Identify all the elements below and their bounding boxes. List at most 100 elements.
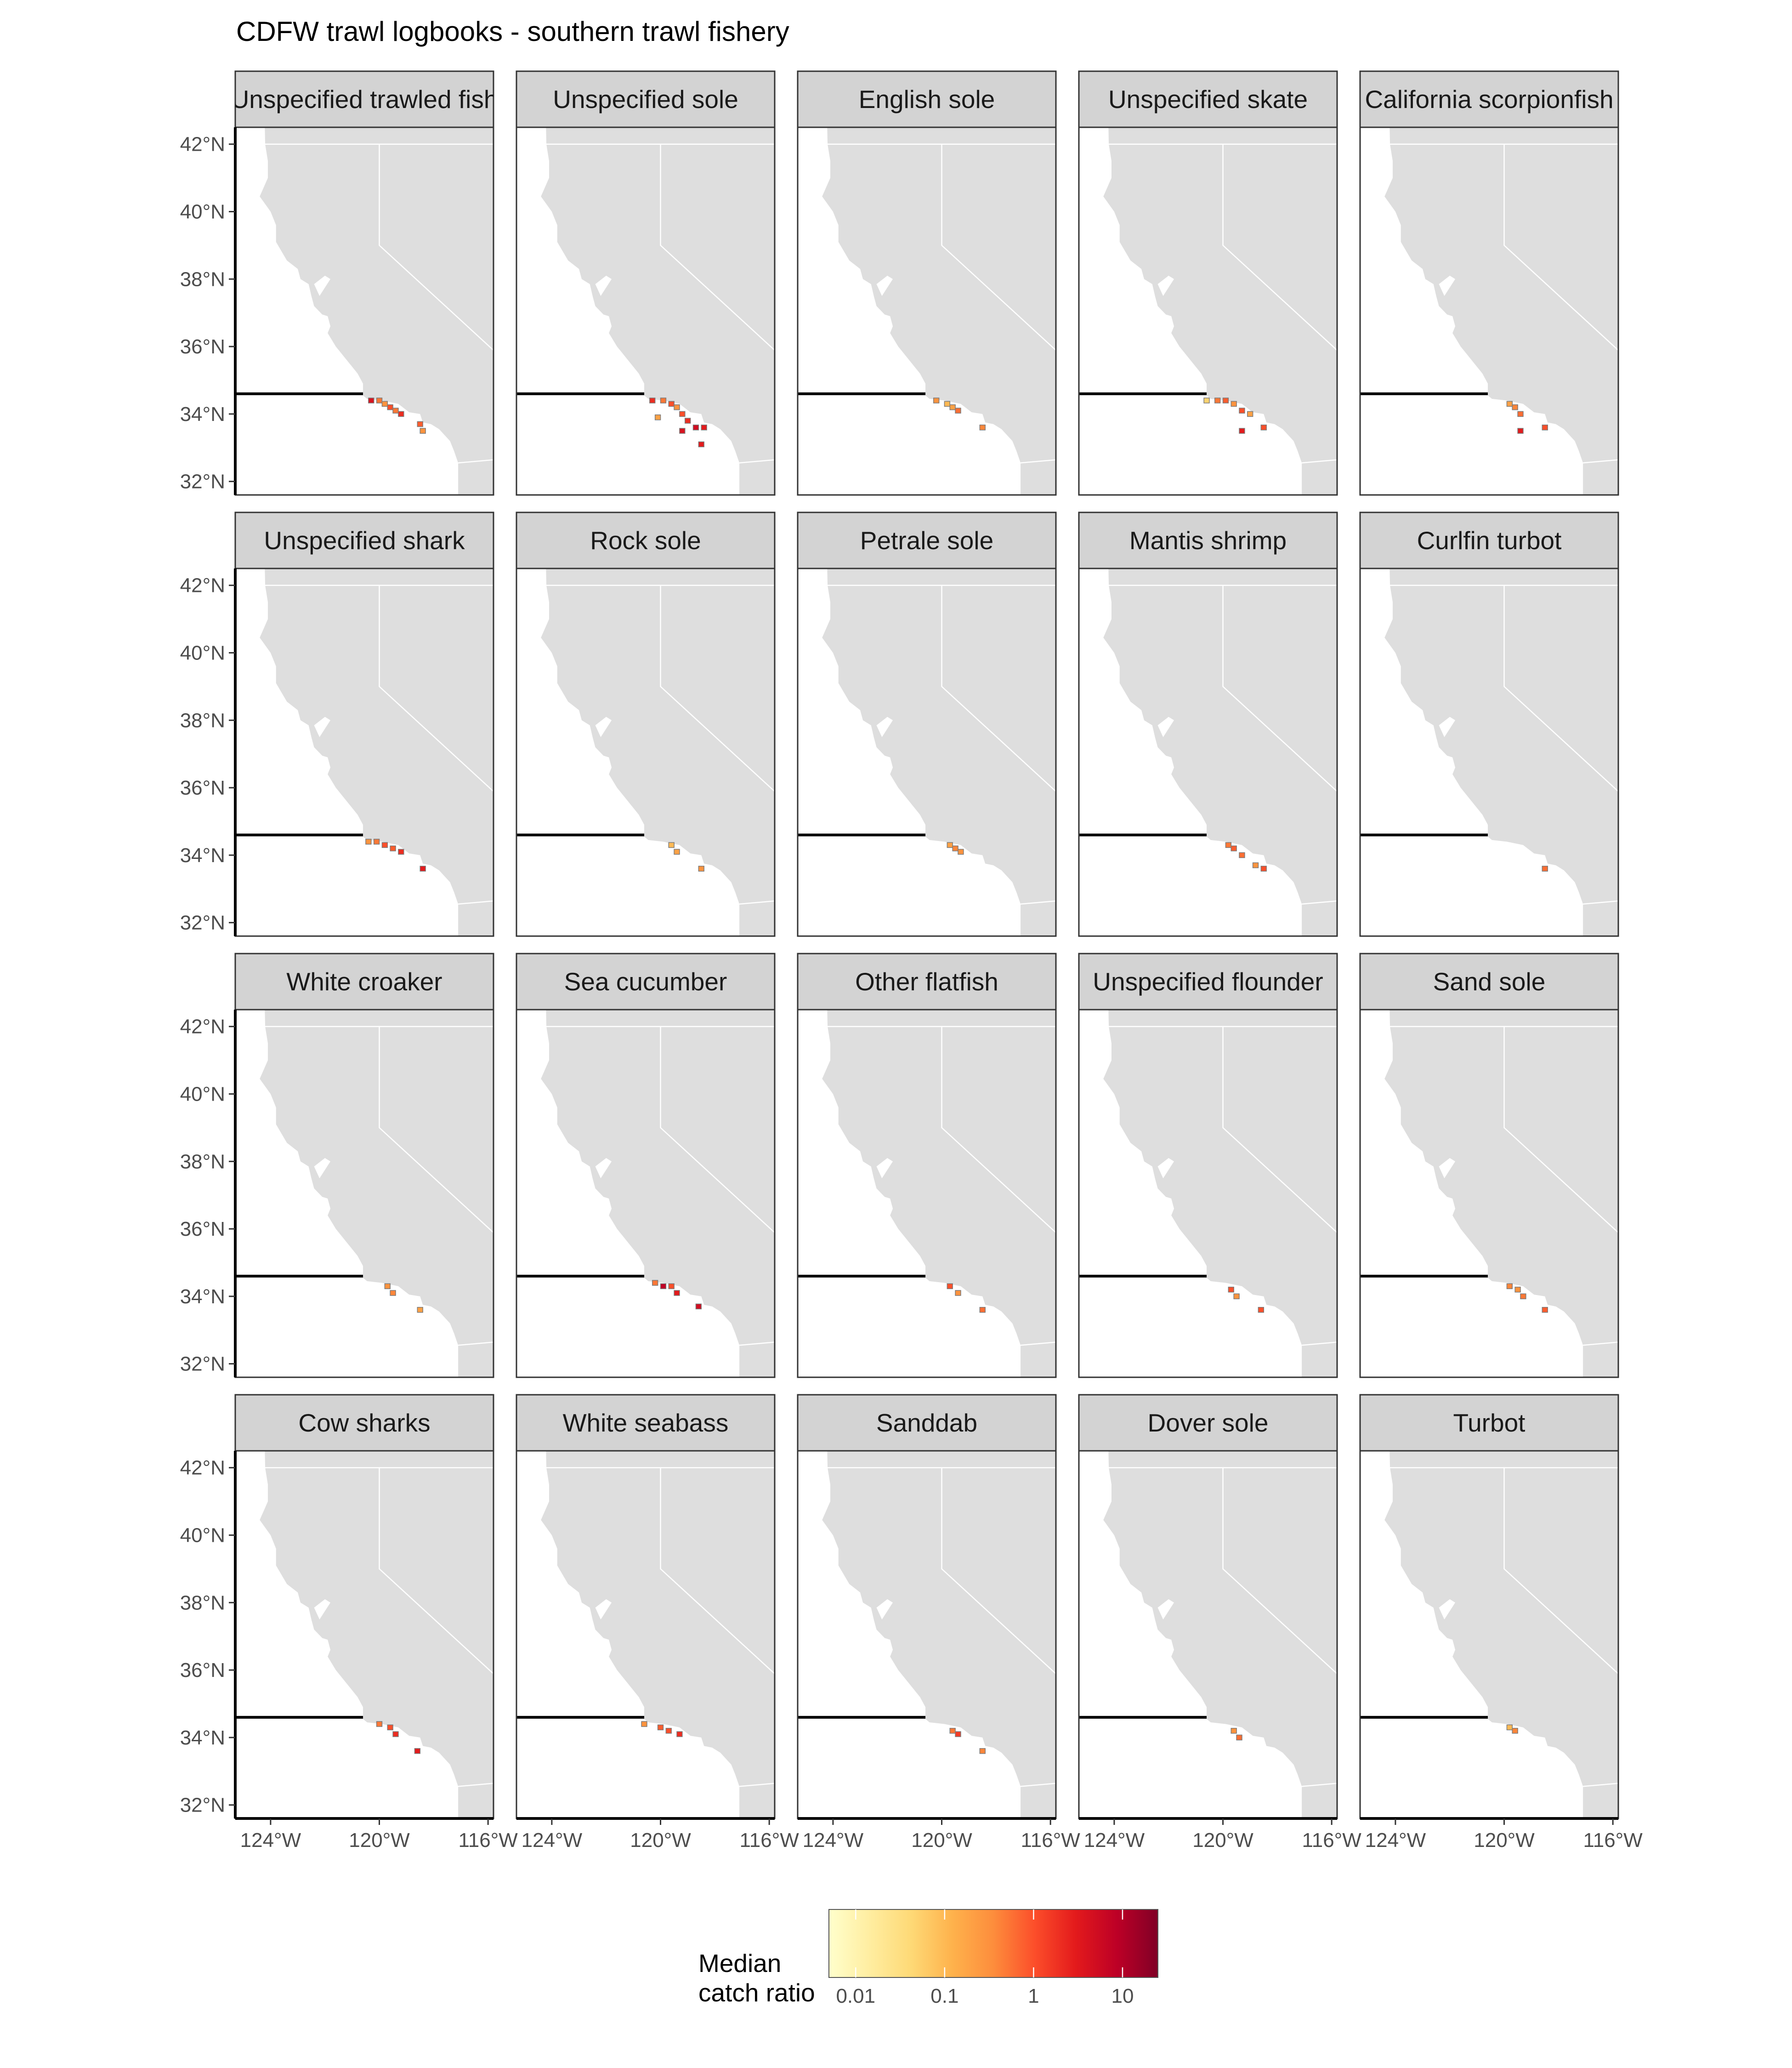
catch-cell (1203, 398, 1210, 403)
y-tick-label: 40°N (180, 200, 225, 223)
catch-cell (1517, 411, 1524, 417)
facet-strip (516, 70, 776, 128)
catch-cell (1252, 862, 1259, 869)
state-border-east (1222, 1026, 1337, 1346)
facet-strip-label: Unspecified skate (1108, 85, 1308, 114)
land-area (541, 1451, 775, 1818)
map-layer (235, 1451, 493, 1818)
facet-strip (234, 1394, 494, 1452)
state-border-east (379, 1467, 493, 1787)
panel-frame (1078, 1009, 1338, 1378)
catch-cell (679, 428, 686, 434)
y-tick-label: 36°N (180, 1218, 225, 1240)
facet-panel: Petrale sole (797, 511, 1057, 937)
map-layer (798, 1451, 1056, 1818)
facet-strip-label: Turbot (1453, 1409, 1525, 1437)
bay-area (876, 1158, 893, 1178)
facet-strip-label: Petrale sole (860, 526, 993, 555)
x-tick-label: 124°W (803, 1829, 864, 1852)
facet-strip-label: Rock sole (590, 526, 701, 555)
catch-cell (1222, 398, 1229, 403)
facet-panel: Rock sole (516, 511, 776, 937)
state-border-east (941, 144, 1056, 464)
catch-cell (955, 1290, 961, 1296)
x-tick-label: 116°W (459, 1829, 518, 1852)
land-area (822, 568, 1056, 936)
land-area (541, 568, 775, 936)
map-layer (1079, 1451, 1337, 1818)
y-tick-label: 32°N (180, 1794, 225, 1817)
bay-area (314, 1158, 331, 1178)
catch-cell (365, 839, 372, 845)
x-tick-label: 116°W (1583, 1829, 1643, 1852)
state-border-east (1503, 1026, 1618, 1346)
catch-cell (657, 1724, 664, 1731)
y-tick-label: 42°N (180, 1457, 225, 1479)
catch-cell (698, 865, 704, 872)
facet-panel: Sea cucumber (516, 953, 776, 1378)
catch-cell (381, 842, 388, 848)
facet-panel: Unspecified sole (516, 70, 776, 496)
map-layer (1079, 127, 1337, 495)
facet-strip-label: Curlfin turbot (1417, 526, 1562, 555)
facet-strip-label: Mantis shrimp (1129, 526, 1287, 555)
facet-strip-label: Sanddab (876, 1409, 977, 1437)
state-border-east (941, 1026, 1056, 1346)
state-border-east (379, 144, 493, 464)
catch-cell (1542, 1307, 1548, 1313)
land-area (541, 1010, 775, 1377)
catch-cell (398, 849, 404, 855)
state-border-east (1222, 144, 1337, 464)
bay-area (876, 716, 893, 737)
state-border-east (1503, 144, 1618, 464)
catch-cell (947, 842, 953, 848)
x-tick-label: 124°W (522, 1829, 583, 1852)
catch-cell (641, 1721, 647, 1727)
catch-cell (1247, 411, 1253, 417)
y-tick-label: 38°N (180, 709, 225, 732)
panel-frame (516, 126, 776, 496)
map-layer (1360, 1451, 1618, 1818)
y-tick-label: 38°N (180, 1591, 225, 1614)
catch-cell (1520, 1293, 1526, 1300)
legend-tick-label: 10 (1111, 1985, 1134, 2007)
panel-frame (1359, 126, 1619, 496)
map-layer (516, 568, 775, 936)
catch-cell (933, 398, 940, 403)
catch-cell (381, 401, 388, 407)
land-area (260, 568, 493, 936)
catch-cell (665, 1727, 672, 1734)
state-border-east (660, 1026, 775, 1346)
facet-strip (1078, 70, 1338, 128)
land-area (1103, 1451, 1337, 1818)
state-border-east (1222, 1467, 1337, 1787)
y-tick-label: 32°N (180, 1353, 225, 1375)
catch-cell (392, 408, 399, 414)
catch-cell (1542, 865, 1548, 872)
facet-strip (1078, 511, 1338, 569)
land-area (260, 127, 493, 495)
catch-cell (979, 1748, 986, 1754)
y-tick-label: 40°N (180, 642, 225, 664)
catch-cell (1506, 401, 1513, 407)
x-tick-label: 124°W (1365, 1829, 1426, 1852)
state-border-east (1503, 1467, 1618, 1787)
catch-cell (955, 1731, 961, 1737)
map-layer (235, 127, 493, 495)
legend-tick-label: 1 (1028, 1985, 1039, 2007)
map-layer (798, 127, 1056, 495)
catch-cell (373, 839, 380, 845)
facet-strip-label: Unspecified trawled fish (231, 85, 498, 114)
catch-cell (692, 424, 699, 431)
land-area (822, 127, 1056, 495)
facet-panel: Unspecified skate (1078, 70, 1338, 496)
facet-strip-label: White croaker (286, 967, 442, 996)
state-border-east (379, 1026, 493, 1346)
catch-cell (695, 1303, 702, 1310)
land-area (1384, 568, 1618, 936)
catch-cell (685, 418, 691, 424)
facet-panel: Unspecified shark 32°N 34°N 36°N 38°N 40°N 42°… (180, 511, 494, 937)
catch-cell (660, 398, 667, 403)
y-tick-label: 40°N (180, 1083, 225, 1105)
